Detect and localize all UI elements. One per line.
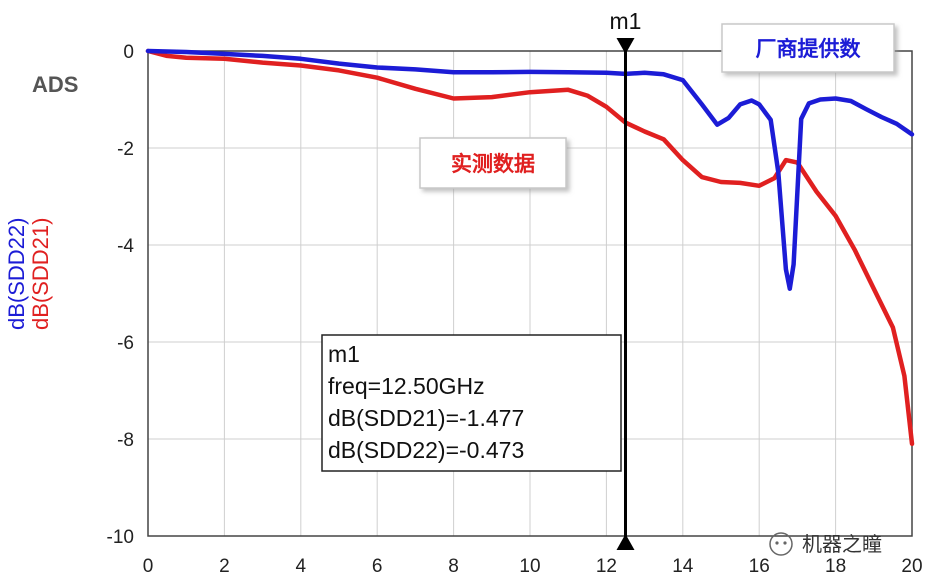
- marker-readout-box: [321, 334, 622, 472]
- marker-readout-line: dB(SDD21)=-1.477: [328, 405, 524, 431]
- y-tick-label: -2: [117, 139, 134, 160]
- x-tick-label: 16: [749, 556, 770, 577]
- x-tick-label: 14: [672, 556, 694, 577]
- x-tick-label: 12: [596, 556, 617, 577]
- x-tick-label: 6: [372, 556, 383, 577]
- marker-name-label: m1: [610, 8, 642, 34]
- vendor-callout-text: 厂商提供数: [756, 37, 862, 61]
- marker-bottom-triangle[interactable]: [616, 534, 635, 550]
- vendor-callout: 厂商提供数: [721, 23, 895, 73]
- y-tick-label: -10: [107, 527, 134, 548]
- x-tick-label: 20: [901, 556, 922, 577]
- series-line-dbsdd21: [145, 48, 915, 447]
- x-tick-label: 10: [519, 556, 540, 577]
- y-tick-label: 0: [123, 42, 134, 63]
- x-tick-label: 8: [448, 556, 459, 577]
- marker-top-triangle[interactable]: [616, 38, 635, 54]
- measured-callout: 实测数据: [419, 137, 567, 189]
- marker-readout-line: freq=12.50GHz: [328, 373, 485, 399]
- y-tick-label: -4: [117, 236, 134, 257]
- y-axis-label-group: dB(SDD22) dB(SDD21): [4, 218, 53, 330]
- tick-labels: 0 2 4 6 8 10 12 14 16 18 20 0 -2 -4 -6 -8 -10: [107, 42, 923, 577]
- marker-m1[interactable]: m1 m1 freq=12.50GHz dB(SDD21)=-1.477 dB(SDD2…: [321, 8, 642, 550]
- y-tick-label: -8: [117, 430, 134, 451]
- y-axis-label-sdd22: dB(SDD22): [4, 218, 29, 330]
- marker-readout-line: m1: [328, 341, 360, 367]
- x-tick-label: 18: [825, 556, 846, 577]
- x-tick-label: 2: [219, 556, 230, 577]
- y-tick-label: -6: [117, 333, 134, 354]
- series-layer: [145, 48, 915, 447]
- ads-label: ADS: [32, 72, 78, 97]
- watermark-text: 机器之瞳: [802, 532, 882, 556]
- series-line-dbsdd22: [145, 48, 915, 291]
- watermark: 机器之瞳: [769, 532, 882, 556]
- x-tick-label: 4: [296, 556, 307, 577]
- y-axis-label-sdd21: dB(SDD21): [28, 218, 53, 330]
- measured-callout-text: 实测数据: [451, 152, 535, 176]
- plot-frame: [147, 50, 913, 537]
- chat-bubble-icon: [769, 532, 793, 556]
- x-tick-label: 0: [143, 556, 154, 577]
- marker-readout-line: dB(SDD22)=-0.473: [328, 437, 524, 463]
